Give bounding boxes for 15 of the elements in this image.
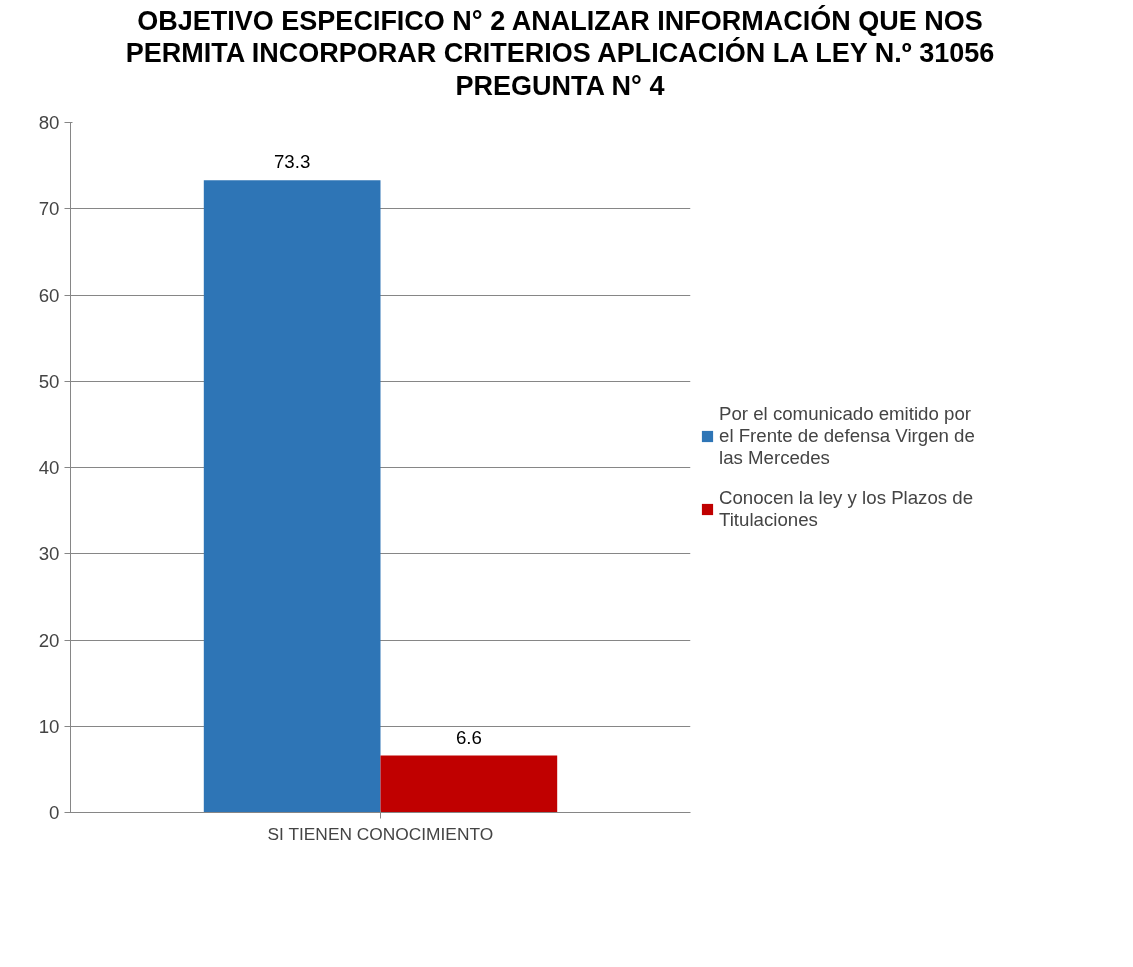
y-tick-label: 60 bbox=[38, 284, 60, 306]
y-tick-label: 10 bbox=[38, 715, 60, 737]
legend-label: Por el comunicado emitido por el Frente de defensa Virgen de las Mercedes bbox=[719, 403, 975, 470]
y-tick-label: 0 bbox=[49, 802, 60, 824]
data-label: 73.3 bbox=[273, 151, 311, 173]
y-tick-label: 80 bbox=[38, 112, 60, 134]
data-label: 6.6 bbox=[455, 726, 482, 748]
y-tick-label: 70 bbox=[38, 198, 60, 220]
chart-title: OBJETIVO ESPECIFICO N° 2 ANALIZAR INFORMACIÓN QUE NOS PERMITA INCORPORAR CRITERIOS APLICACIÓN LA LEY N.º 31056 PREGUNTA N° 4 bbox=[125, 5, 995, 103]
x-tick-label: SI TIENEN CONOCIMIENTO bbox=[267, 823, 494, 844]
y-tick-label: 40 bbox=[38, 457, 60, 479]
y-tick-label: 20 bbox=[38, 629, 60, 651]
legend-label: Conocen la ley y los Plazos de Titulaciones bbox=[719, 487, 974, 532]
y-tick-label: 30 bbox=[38, 543, 60, 565]
y-tick-label: 50 bbox=[38, 370, 60, 392]
